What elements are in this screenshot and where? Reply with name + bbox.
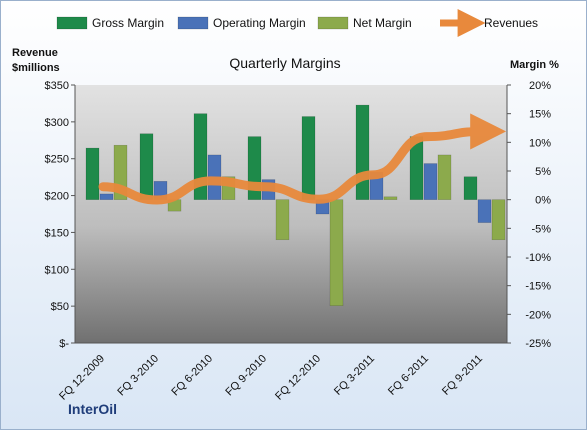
right-axis-tick-label: 20%: [529, 80, 551, 92]
bars: [85, 104, 506, 306]
legend-swatch-net-margin: [317, 16, 349, 30]
net-margin-bar: [329, 199, 344, 306]
gross-margin-bar: [301, 116, 316, 200]
gross-margin-bar: [463, 176, 478, 200]
right-axis-tick-label: 0%: [535, 195, 551, 207]
right-axis-tick-label: 10%: [529, 137, 551, 149]
right-axis-tick-label: -25%: [525, 338, 551, 350]
revenues-line: [98, 113, 507, 205]
chart-title: Quarterly Margins: [229, 55, 340, 71]
operating-margin-bar: [99, 193, 114, 200]
left-axis: $- $50 $100 $150 $200 $250 $300 $350: [45, 80, 76, 350]
right-axis: 20% 15% 10% 5% 0% -5% -10% -15% -20% -25%: [506, 80, 551, 350]
right-axis-tick-label: -20%: [525, 309, 551, 321]
legend-swatch-gross-margin: [56, 16, 88, 30]
left-axis-tick-label: $300: [45, 117, 69, 129]
left-axis-tick-label: $50: [51, 301, 69, 313]
gross-margin-bar: [85, 147, 100, 200]
legend-swatch-operating-margin: [177, 16, 209, 30]
right-axis-tick-label: -15%: [525, 281, 551, 293]
legend-label-operating-margin: Operating Margin: [213, 16, 306, 30]
left-axis-tick-label: $350: [45, 80, 69, 92]
left-axis-tick-label: $-: [59, 338, 69, 350]
operating-margin-bar: [477, 199, 492, 223]
left-axis-tick-label: $250: [45, 154, 69, 166]
left-axis-tick-label: $200: [45, 191, 69, 203]
right-axis-tick-label: -10%: [525, 252, 551, 264]
legend-label-revenues: Revenues: [484, 16, 538, 30]
left-axis-label-line1: Revenue: [12, 47, 58, 59]
left-axis-tick-label: $150: [45, 227, 69, 239]
net-margin-bar: [275, 199, 290, 241]
legend-label-gross-margin: Gross Margin: [92, 16, 164, 30]
legend-label-net-margin: Net Margin: [353, 16, 412, 30]
right-axis-tick-label: 5%: [535, 166, 551, 178]
left-axis-tick-label: $100: [45, 264, 69, 276]
net-margin-bar: [491, 199, 506, 241]
right-axis-tick-label: 15%: [529, 109, 551, 121]
legend: Gross Margin Operating Margin Net Margin Re…: [56, 9, 538, 37]
revenue-line-group: [98, 113, 507, 205]
company-name: InterOil: [68, 401, 117, 417]
gross-margin-bar: [139, 133, 154, 200]
gross-margin-bar: [355, 104, 370, 200]
net-margin-bar: [437, 154, 452, 200]
right-axis-tick-label: -5%: [531, 223, 551, 235]
left-axis-label-line2: $millions: [12, 62, 60, 74]
operating-margin-bar: [423, 163, 438, 200]
net-margin-bar: [383, 196, 398, 200]
right-axis-label: Margin %: [510, 59, 559, 71]
plot-area: [75, 85, 507, 343]
